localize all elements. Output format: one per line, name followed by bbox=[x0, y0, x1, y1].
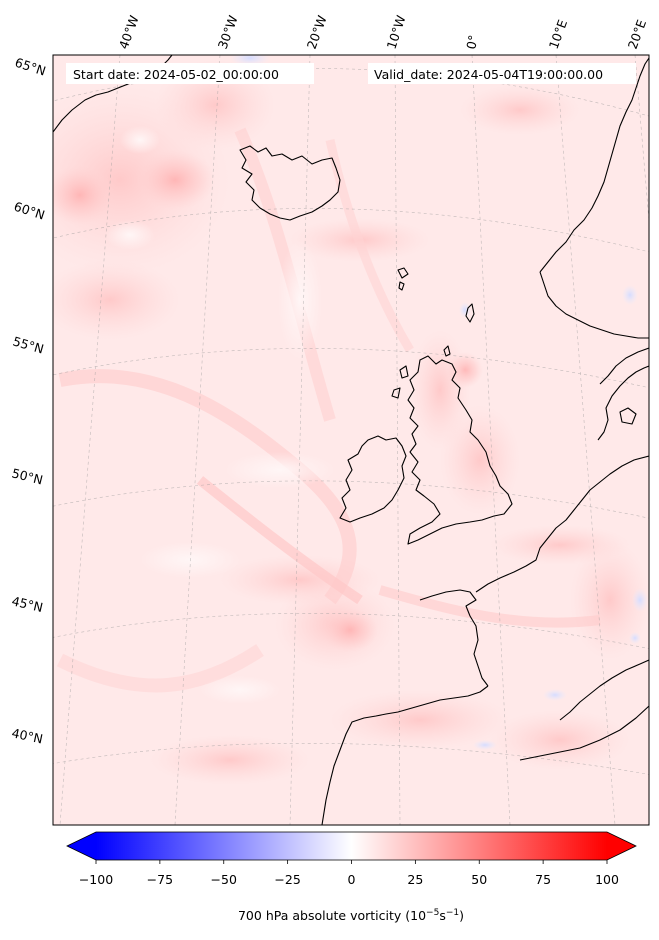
norway-coast bbox=[539, 57, 649, 273]
lat-label: 65°N bbox=[13, 55, 48, 79]
north-sea-continental-coast bbox=[475, 455, 649, 593]
colorbar-tick-label: 50 bbox=[471, 872, 487, 887]
colorbar-tick-label: 0 bbox=[348, 872, 356, 887]
colorbar: −100 −75 −50 −25 0 25 50 75 100 700 hPa absolute… bbox=[66, 831, 637, 923]
colorbar-tick-label: 75 bbox=[535, 872, 551, 887]
lon-label: 10°W bbox=[384, 13, 409, 50]
colorbar-variable: 700 hPa absolute vorticity bbox=[238, 908, 402, 923]
sweden-coast bbox=[599, 347, 649, 385]
colorbar-unit-exp2: −1 bbox=[446, 908, 459, 918]
colorbar-tick-label: −25 bbox=[274, 872, 300, 887]
map-frame bbox=[52, 54, 650, 826]
colorbar-unit-exp1: −5 bbox=[426, 908, 439, 918]
colorbar-unit-mid: s bbox=[439, 908, 446, 923]
valid-date-box bbox=[368, 63, 636, 84]
france-coast bbox=[419, 589, 489, 687]
coastlines bbox=[53, 55, 649, 825]
colorbar-ticks: −100 −75 −50 −25 0 25 50 75 100 bbox=[79, 860, 619, 887]
lon-label: 20°E bbox=[625, 18, 649, 51]
latitude-labels: 65°N 60°N 55°N 50°N 45°N 40°N bbox=[10, 55, 47, 747]
denmark-coast bbox=[597, 365, 649, 441]
lat-label: 45°N bbox=[10, 593, 44, 615]
lon-label: 10°E bbox=[546, 18, 570, 51]
colorbar-label: 700 hPa absolute vorticity (10−5s−1) bbox=[238, 908, 464, 923]
start-date-box bbox=[66, 63, 314, 84]
colorbar-extend-high bbox=[607, 832, 636, 860]
lat-label: 40°N bbox=[10, 725, 44, 746]
colorbar-tick-label: −75 bbox=[147, 872, 173, 887]
colorbar-tick-label: 25 bbox=[407, 872, 423, 887]
colorbar-extend-low bbox=[67, 832, 96, 860]
lon-label: 30°W bbox=[215, 13, 241, 51]
valid-date-label: Valid_date: 2024-05-04T19:00:00.00 bbox=[374, 67, 603, 82]
longitude-labels: 40°W 30°W 20°W 10°W 0° 10°E 20°E bbox=[116, 13, 649, 51]
colorbar-tick-label: −100 bbox=[79, 872, 113, 887]
great-britain-coast bbox=[407, 355, 513, 545]
start-date-label: Start date: 2024-05-02_00:00:00 bbox=[73, 67, 279, 82]
north-africa-coast bbox=[519, 705, 649, 761]
lat-label: 55°N bbox=[11, 333, 45, 356]
lat-label: 60°N bbox=[12, 199, 47, 223]
vorticity-field-features bbox=[53, 55, 649, 785]
colorbar-unit-base: 10 bbox=[410, 908, 426, 923]
lon-label: 0° bbox=[463, 34, 481, 51]
colorbar-tick-label: −50 bbox=[211, 872, 237, 887]
shetland-islands bbox=[465, 303, 475, 323]
ireland-coast bbox=[339, 435, 407, 523]
iberia-coast bbox=[321, 685, 489, 825]
faroe-islands bbox=[397, 267, 409, 279]
colorbar-gradient bbox=[96, 832, 607, 860]
map-panel: Start date: 2024-05-02_00:00:00 Valid_da… bbox=[52, 54, 650, 826]
colorbar-tick-label: 100 bbox=[595, 872, 619, 887]
lon-label: 40°W bbox=[116, 13, 142, 51]
iceland-coast bbox=[239, 145, 341, 221]
lat-label: 50°N bbox=[10, 465, 44, 487]
lon-label: 20°W bbox=[304, 13, 330, 51]
